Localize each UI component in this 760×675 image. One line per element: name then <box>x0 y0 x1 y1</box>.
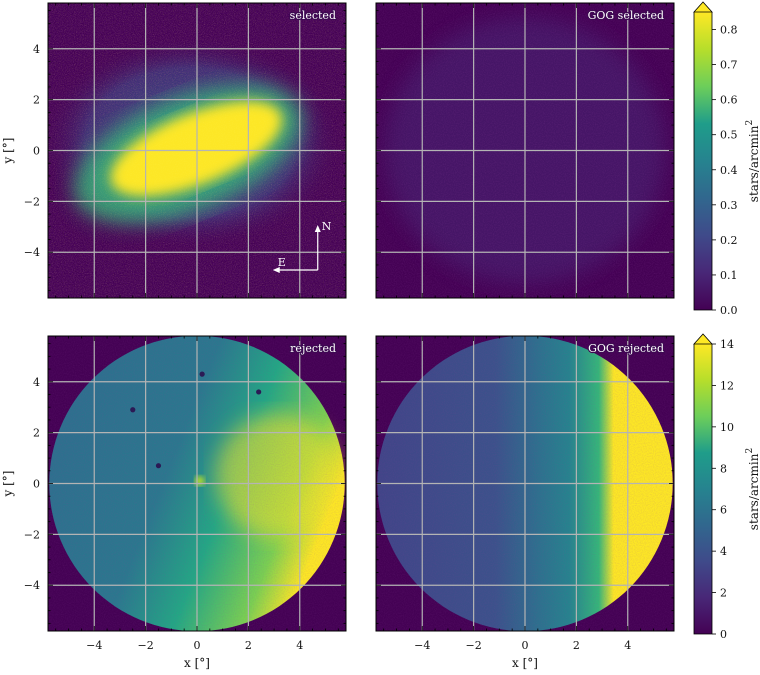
colorbar-tick-label: 6 <box>720 504 727 517</box>
colorbar-top: 0.0 0.1 0.2 0.3 0.4 0.5 0.6 0.7 0.8 stars/arcmin2 <box>693 1 760 317</box>
x-tick-label: −4 <box>414 639 430 652</box>
panel-selected: −4 −2 0 2 4 y [°] selected N E <box>1 2 347 299</box>
colorbar-tick-label: 0.0 <box>720 304 738 317</box>
dark-spot <box>256 389 262 395</box>
x-tick-label: −2 <box>138 639 154 652</box>
y-tick-label: −2 <box>24 528 40 541</box>
colorbar-gradient <box>694 12 712 310</box>
colorbar-gradient <box>694 344 712 634</box>
x-tick-label: 2 <box>573 639 580 652</box>
colorbar-label: stars/arcmin2 <box>745 120 760 202</box>
panel-rejected: −4 −2 0 2 4 −4 −2 0 2 4 y [°] x [°] rejected <box>1 335 347 670</box>
colorbar-tick-label: 0.8 <box>720 24 738 37</box>
colorbar-tick-label: 10 <box>720 421 734 434</box>
colorbar-label-sup: 2 <box>745 120 755 126</box>
panel-gog-selected: GOG selected <box>375 2 675 299</box>
colorbar-tick-label: 0 <box>720 628 727 641</box>
colorbar-label-text: stars/arcmin <box>747 453 760 530</box>
colorbar-extend-arrow <box>693 1 713 13</box>
colorbar-extend-arrow <box>693 333 713 345</box>
y-tick-label: −4 <box>24 579 40 592</box>
y-tick-label: 0 <box>33 478 40 491</box>
colorbar-tick-label: 0.7 <box>720 59 738 72</box>
y-tick-label: 4 <box>33 43 40 56</box>
colorbar-label-text: stars/arcmin <box>747 125 760 202</box>
panel-title: GOG rejected <box>588 342 664 355</box>
x-tick-label: 4 <box>624 639 631 652</box>
panel-title: selected <box>290 9 336 22</box>
east-arrowhead <box>272 267 280 274</box>
y-tick-label: −4 <box>24 246 40 259</box>
central-source <box>194 475 205 486</box>
y-tick-label: 0 <box>33 145 40 158</box>
dark-spot <box>199 371 205 377</box>
colorbar-tick-label: 0.4 <box>720 164 738 177</box>
x-tick-label: −4 <box>86 639 102 652</box>
colorbar-tick-label: 12 <box>720 379 734 392</box>
colorbar-tick-label: 0.5 <box>720 129 738 142</box>
colorbar-tick-label: 0.3 <box>720 199 738 212</box>
y-axis-label: y [°] <box>1 138 15 165</box>
colorbar-tick-label: 2 <box>720 587 727 600</box>
y-axis-label: y [°] <box>1 471 15 498</box>
panel-title: rejected <box>290 342 336 355</box>
y-tick-label: 2 <box>33 94 40 107</box>
colorbar-tick-label: 0.1 <box>720 269 738 282</box>
x-tick-label: 4 <box>296 639 303 652</box>
colorbar-tick-label: 4 <box>720 545 727 558</box>
colorbar-frame <box>693 12 713 311</box>
colorbar-frame <box>693 344 713 635</box>
colorbar-tick-label: 0.6 <box>720 94 738 107</box>
east-label: E <box>278 256 286 269</box>
y-tick-label: −2 <box>24 195 40 208</box>
y-tick-label: 4 <box>33 376 40 389</box>
north-arrowhead <box>314 225 321 233</box>
colorbar-label-sup: 2 <box>745 448 755 454</box>
x-axis-label: x [°] <box>512 656 538 670</box>
x-axis-label: x [°] <box>184 656 210 670</box>
colorbar-label: stars/arcmin2 <box>745 448 760 530</box>
x-tick-label: 0 <box>194 639 201 652</box>
x-tick-label: 0 <box>522 639 529 652</box>
north-label: N <box>322 220 332 233</box>
x-tick-label: −2 <box>466 639 482 652</box>
x-tick-label: 2 <box>245 639 252 652</box>
panel-title: GOG selected <box>588 9 664 22</box>
colorbar-tick-label: 8 <box>720 462 727 475</box>
dark-spot <box>130 407 136 413</box>
y-tick-label: 2 <box>33 427 40 440</box>
panel-gog-rejected: −4 −2 0 2 4 x [°] GOG rejected <box>375 335 675 670</box>
dark-spot <box>155 463 162 469</box>
colorbar-tick-label: 14 <box>720 338 734 351</box>
colorbar-tick-label: 0.2 <box>720 234 738 247</box>
